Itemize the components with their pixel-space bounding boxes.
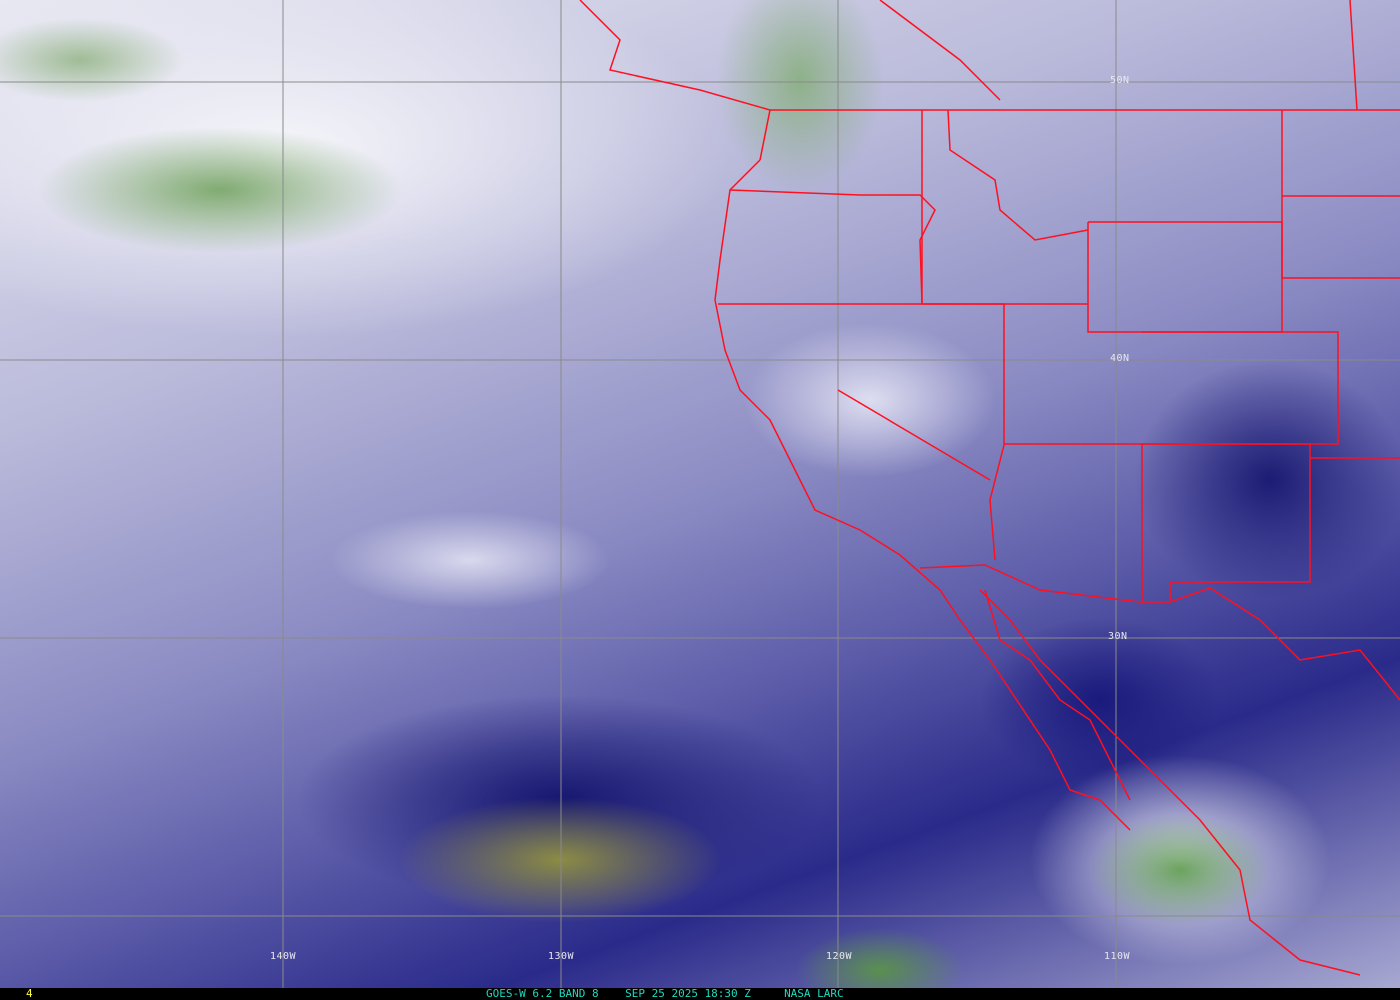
- caption-text: GOES-W 6.2 BAND 8 SEP 25 2025 18:30 Z NA…: [486, 987, 844, 1000]
- lon-label-120w: 120W: [826, 951, 853, 962]
- montana-dakota-border: [1281, 110, 1400, 279]
- canada-coast: [579, 0, 771, 161]
- canada-east: [1349, 0, 1358, 111]
- baja-coast: [984, 589, 1131, 801]
- image-source: NASA LARC: [784, 987, 844, 1000]
- oregon-northern-border: [729, 189, 936, 305]
- us-mexico-border: [919, 564, 1400, 701]
- satellite-band: GOES-W 6.2 BAND 8: [486, 987, 599, 1000]
- lon-label-140w: 140W: [270, 951, 297, 962]
- lat-label-30n: 30N: [1108, 631, 1128, 642]
- lon-label-110w: 110W: [1104, 951, 1131, 962]
- california-border: [718, 303, 1005, 561]
- new-mexico-border: [1142, 443, 1311, 602]
- mexico-mainland-coast: [979, 589, 1361, 976]
- wyoming-border: [1087, 221, 1283, 333]
- lat-label-40n: 40N: [1110, 353, 1130, 364]
- image-datetime: SEP 25 2025 18:30 Z: [625, 987, 751, 1000]
- caption-bar: 4 GOES-W 6.2 BAND 8 SEP 25 2025 18:30 Z …: [0, 987, 1400, 1000]
- lat-label-50n: 50N: [1110, 75, 1130, 86]
- utah-colorado-border: [1142, 331, 1339, 445]
- idaho-border: [921, 110, 1088, 305]
- idaho-montana-border: [947, 109, 1089, 241]
- lon-label-130w: 130W: [548, 951, 575, 962]
- arizona-border: [1004, 443, 1143, 602]
- nevada-ca-diagonal: [837, 389, 991, 481]
- us-pacific-coast: [714, 159, 1131, 831]
- frame-number: 4: [26, 987, 33, 1000]
- canada-interior: [879, 0, 1001, 101]
